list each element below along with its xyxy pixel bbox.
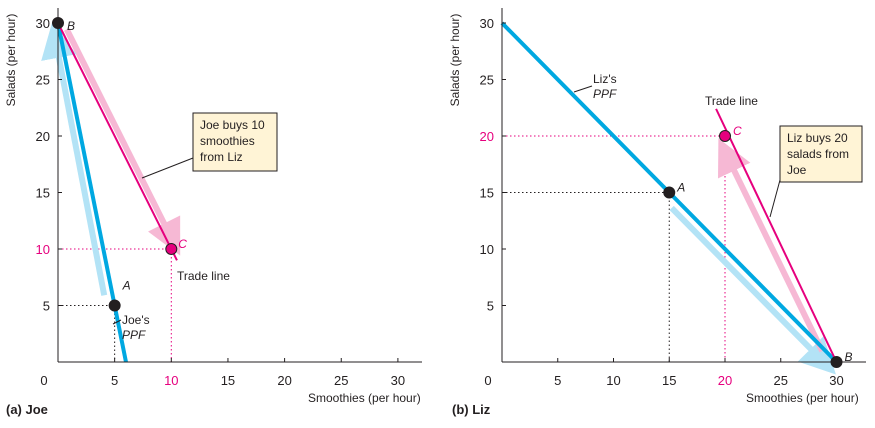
- joe-y-ticks: 5 10 15 20 25 30: [36, 16, 62, 314]
- liz-x-tick-label: 10: [606, 373, 620, 388]
- joe-y-tick-label: 5: [43, 299, 50, 314]
- liz-point-label-B: B: [845, 350, 853, 364]
- liz-x-tick-label: 0: [484, 373, 491, 388]
- joe-ppf-label-line2: PPF: [122, 328, 146, 342]
- joe-callout: Joe buys 10 smoothies from Liz: [141, 112, 278, 179]
- liz-movement-arrow-1: [669, 205, 836, 375]
- liz-point-C: [719, 130, 731, 142]
- joe-movement-arrow-1: [64, 28, 181, 256]
- liz-y-tick-label: 5: [487, 299, 494, 314]
- joe-point-label-A: A: [122, 279, 131, 293]
- liz-x-tick-label: 15: [662, 373, 676, 388]
- liz-x-ticks: 0 5 10 15 20 25 30: [484, 358, 844, 388]
- liz-x-tick-label: 25: [774, 373, 788, 388]
- liz-trade-line: [715, 108, 838, 363]
- joe-x-axis-title: Smoothies (per hour): [308, 391, 421, 405]
- liz-points: A C B: [663, 124, 853, 368]
- liz-y-tick-label: 10: [480, 242, 494, 257]
- joe-y-tick-label: 10: [36, 242, 50, 257]
- liz-ppf-label: Liz's PPF: [573, 72, 617, 101]
- liz-point-label-A: A: [676, 181, 685, 195]
- joe-point-label-C: C: [178, 237, 187, 251]
- liz-x-axis-title: Smoothies (per hour): [746, 391, 859, 405]
- joe-x-tick-label: 25: [334, 373, 348, 388]
- joe-arrows: [41, 22, 181, 296]
- liz-y-axis-title: Salads (per hour): [448, 14, 462, 107]
- joe-point-A: [108, 299, 121, 312]
- joe-ppf-label: Joe's PPF: [112, 313, 150, 342]
- joe-x-tick-label: 15: [221, 373, 235, 388]
- liz-y-tick-label: 20: [480, 129, 494, 144]
- liz-movement-arrow-2: [718, 138, 825, 353]
- panel-liz: 0 5 10 15 20 25 30 5 10 15 20 25 30 A C B Smoothies (…: [448, 8, 866, 417]
- joe-callout-line1: Joe buys 10: [200, 118, 265, 132]
- liz-point-A: [663, 186, 676, 199]
- liz-y-tick-label: 30: [480, 16, 494, 31]
- liz-ppf-label-line2: PPF: [593, 87, 617, 101]
- liz-callout-line2: salads from: [787, 147, 849, 161]
- liz-callout-line1: Liz buys 20: [787, 131, 848, 145]
- joe-callout-line3: from Liz: [200, 150, 243, 164]
- liz-point-label-C: C: [733, 124, 742, 138]
- joe-x-tick-label: 30: [391, 373, 405, 388]
- joe-y-tick-label: 25: [36, 73, 50, 88]
- liz-ppf-label-line1: Liz's: [593, 72, 617, 86]
- joe-points: B A C: [52, 17, 187, 312]
- liz-callout: Liz buys 20 salads from Joe: [769, 125, 863, 218]
- liz-guides: [502, 135, 726, 362]
- joe-y-tick-label: 30: [36, 16, 50, 31]
- liz-axes: [501, 8, 866, 363]
- liz-callout-line3: Joe: [787, 163, 807, 177]
- panel-joe: 0 5 10 15 20 25 30 5 10 15 20 25 30 B A C Smoothies (…: [4, 8, 422, 417]
- liz-point-B: [830, 356, 843, 368]
- joe-x-ticks: 0 5 10 15 20 25 30: [40, 358, 405, 388]
- liz-y-tick-label: 15: [480, 186, 494, 201]
- joe-x-tick-label: 0: [40, 373, 47, 388]
- joe-x-tick-label: 20: [277, 373, 291, 388]
- joe-y-axis-title: Salads (per hour): [4, 14, 18, 107]
- liz-y-tick-label: 25: [480, 73, 494, 88]
- liz-x-tick-label: 20: [718, 373, 732, 388]
- liz-trade-line-label: Trade line: [705, 94, 758, 108]
- joe-y-tick-label: 20: [36, 129, 50, 144]
- liz-y-ticks: 5 10 15 20 25 30: [480, 16, 506, 314]
- liz-x-tick-label: 5: [554, 373, 561, 388]
- liz-panel-title: (b) Liz: [452, 402, 491, 417]
- liz-x-tick-label: 30: [829, 373, 843, 388]
- joe-trade-line: [57, 22, 178, 261]
- joe-y-tick-label: 15: [36, 186, 50, 201]
- joe-trade-line-label: Trade line: [177, 269, 230, 283]
- liz-arrows: [669, 138, 836, 375]
- joe-callout-line2: smoothies: [200, 134, 255, 148]
- joe-point-label-B: B: [67, 19, 75, 33]
- joe-x-tick-label: 10: [164, 373, 178, 388]
- joe-x-tick-label: 5: [111, 373, 118, 388]
- joe-point-C: [165, 243, 178, 255]
- joe-movement-arrow-2: [41, 22, 108, 296]
- joe-panel-title: (a) Joe: [6, 402, 48, 417]
- joe-ppf-label-line1: Joe's: [122, 313, 150, 327]
- joe-point-B: [52, 17, 64, 29]
- joe-axes: [57, 8, 422, 363]
